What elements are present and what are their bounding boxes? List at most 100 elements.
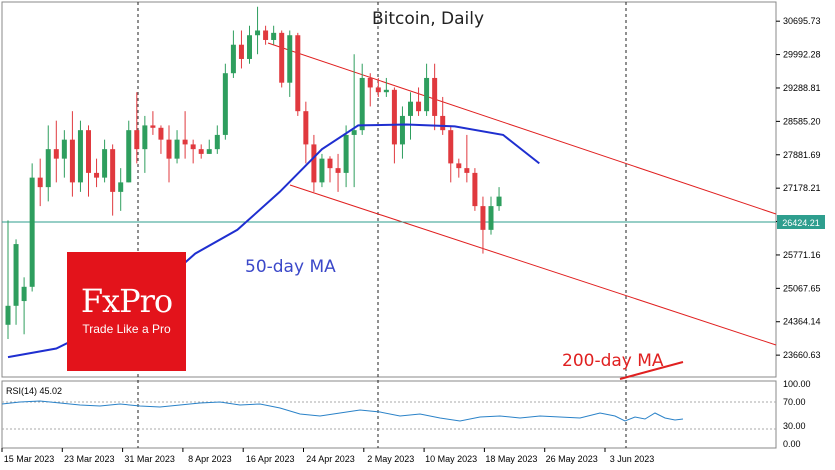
candle-body bbox=[271, 32, 277, 40]
logo-tagline: Trade Like a Pro bbox=[82, 322, 171, 336]
candle-body bbox=[126, 130, 132, 183]
candle-body bbox=[303, 111, 309, 145]
candle-body bbox=[464, 168, 470, 173]
rsi-tick-label: 100.00 bbox=[783, 379, 811, 389]
candle-body bbox=[13, 244, 19, 306]
candle-body bbox=[5, 305, 11, 325]
candle-body bbox=[456, 163, 462, 169]
candle-body bbox=[206, 149, 212, 154]
candle-body bbox=[416, 101, 422, 112]
y-tick-label: 30695.73 bbox=[783, 16, 821, 26]
candle-body bbox=[335, 168, 341, 173]
period-separators bbox=[137, 2, 627, 448]
logo-name: FxPro bbox=[80, 282, 173, 320]
candle-body bbox=[255, 30, 261, 36]
ma50-annotation: 50-day MA bbox=[245, 257, 336, 277]
y-tick-label: 29992.28 bbox=[783, 50, 821, 60]
ma200-line bbox=[619, 361, 684, 380]
candle-body bbox=[383, 89, 389, 93]
rsi-tick-label: 70.00 bbox=[783, 397, 806, 407]
x-tick-label: 16 Apr 2023 bbox=[246, 454, 295, 464]
channel-upper-line bbox=[267, 42, 777, 215]
candle-body bbox=[238, 44, 244, 59]
candle-body bbox=[327, 158, 333, 169]
x-tick-label: 8 Apr 2023 bbox=[188, 454, 232, 464]
candle-body bbox=[263, 30, 269, 40]
y-tick-label: 23660.63 bbox=[783, 350, 821, 360]
candle-body bbox=[408, 101, 413, 116]
candle-body bbox=[29, 177, 35, 287]
candle-body bbox=[21, 286, 27, 302]
rsi-line bbox=[1, 400, 684, 422]
rsi-levels bbox=[2, 401, 776, 430]
x-tick-label: 10 May 2023 bbox=[425, 454, 477, 464]
rsi-tick-label: 0.00 bbox=[783, 439, 801, 449]
y-tick-label: 29288.81 bbox=[783, 83, 821, 93]
x-tick-label: 31 Mar 2023 bbox=[124, 454, 175, 464]
candle-body bbox=[375, 87, 381, 93]
candle-body bbox=[86, 130, 91, 173]
y-tick-label: 27178.21 bbox=[783, 183, 821, 193]
candle-body bbox=[190, 144, 196, 150]
candle-body bbox=[118, 182, 124, 192]
candle-body bbox=[158, 127, 164, 140]
candle-body bbox=[198, 149, 204, 154]
last-price-label: 26424.21 bbox=[782, 218, 820, 228]
candle-body bbox=[496, 196, 502, 207]
candle-body bbox=[440, 115, 446, 131]
rsi-label: RSI(14) 45.02 bbox=[6, 386, 62, 396]
x-tick-label: 23 Mar 2023 bbox=[64, 454, 115, 464]
rsi-panel-frame bbox=[1, 380, 777, 449]
price-panel-frame bbox=[1, 1, 777, 378]
x-axis: 15 Mar 2023 23 Mar 2023 31 Mar 2023 8 Apr 2… bbox=[1, 448, 655, 464]
candle-body bbox=[488, 206, 494, 230]
candle-body bbox=[134, 130, 140, 150]
rsi-y-axis: 100.00 70.00 30.00 0.00 bbox=[783, 379, 811, 449]
candle-body bbox=[182, 139, 188, 145]
candle-body bbox=[424, 77, 430, 112]
candle-body bbox=[53, 149, 59, 159]
y-tick-label: 25771.16 bbox=[783, 250, 821, 260]
y-tick-label: 27881.69 bbox=[783, 150, 821, 160]
channel-lower-line bbox=[289, 184, 777, 346]
rsi-tick-label: 30.00 bbox=[783, 421, 806, 431]
ma200-annotation: 200-day MA bbox=[562, 351, 664, 371]
candle-body bbox=[279, 32, 285, 83]
candle-body bbox=[480, 206, 486, 230]
x-tick-label: 15 Mar 2023 bbox=[4, 454, 55, 464]
candle-body bbox=[150, 125, 156, 128]
candle-body bbox=[222, 73, 228, 135]
candle-body bbox=[432, 77, 438, 116]
x-tick-label: 24 Apr 2023 bbox=[306, 454, 355, 464]
candle-body bbox=[166, 139, 172, 159]
candle-body bbox=[37, 177, 43, 188]
candle-body bbox=[311, 144, 317, 183]
candle-body bbox=[94, 172, 100, 178]
candle-body bbox=[45, 149, 51, 188]
x-tick-label: 18 May 2023 bbox=[485, 454, 537, 464]
candle-body bbox=[295, 35, 301, 112]
y-tick-label: 24364.14 bbox=[783, 317, 821, 327]
x-tick-label: 26 May 2023 bbox=[546, 454, 598, 464]
candle-body bbox=[174, 139, 180, 159]
candle-body bbox=[287, 35, 293, 83]
x-tick-label: 3 Jun 2023 bbox=[610, 454, 655, 464]
last-price-badge bbox=[777, 215, 825, 229]
y-tick-label: 28585.20 bbox=[783, 116, 821, 126]
candle-body bbox=[391, 89, 397, 145]
candle-body bbox=[448, 130, 454, 164]
candles-group bbox=[5, 6, 502, 340]
candle-body bbox=[69, 139, 75, 183]
x-tick-label: 2 May 2023 bbox=[367, 454, 414, 464]
y-tick-label: 25067.65 bbox=[783, 283, 821, 293]
candle-body bbox=[61, 139, 67, 159]
candle-body bbox=[230, 44, 236, 74]
candle-body bbox=[110, 149, 116, 192]
candle-body bbox=[359, 77, 365, 131]
candle-body bbox=[102, 149, 108, 178]
chart-title: Bitcoin, Daily bbox=[372, 9, 484, 29]
candle-body bbox=[351, 130, 357, 135]
candle-body bbox=[319, 158, 325, 183]
candle-body bbox=[472, 172, 478, 207]
